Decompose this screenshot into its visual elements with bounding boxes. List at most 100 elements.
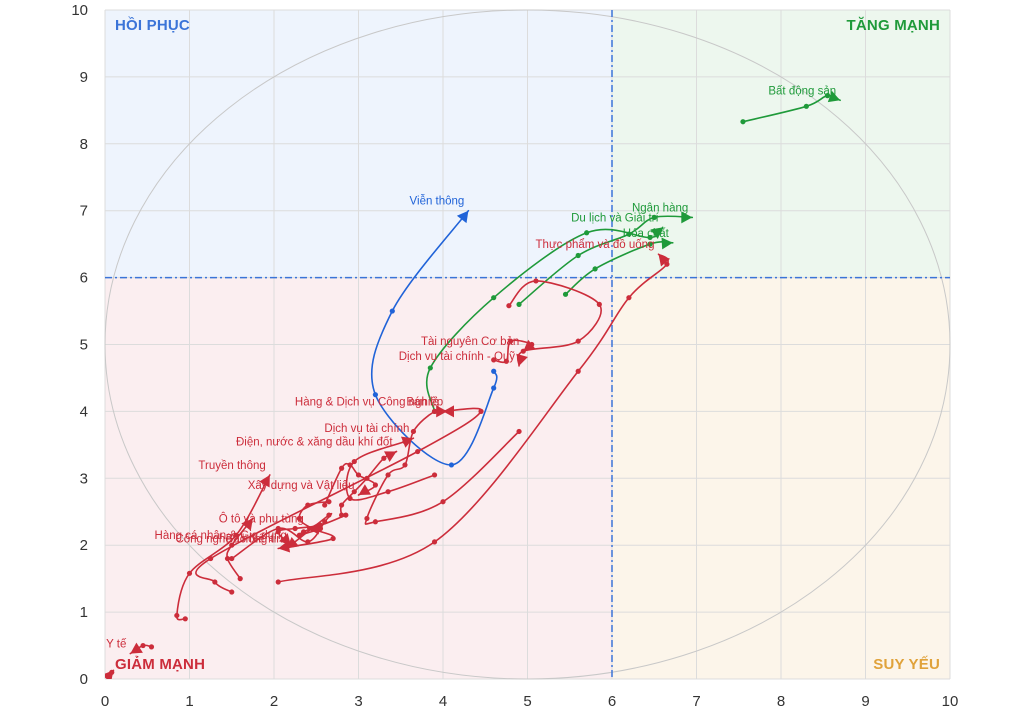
series-label: Bất động sản — [768, 85, 836, 97]
series-11[interactable] — [339, 450, 398, 518]
series-point — [292, 525, 298, 532]
divider-lines — [105, 10, 950, 679]
quadrant-label-top-left: HỒI PHỤC — [115, 16, 190, 34]
series-point — [347, 462, 353, 468]
series-point — [385, 489, 391, 495]
series-line — [226, 517, 254, 580]
series-point — [322, 502, 328, 508]
series-label: Bán lẻ — [406, 396, 439, 408]
series-arrowhead — [661, 237, 673, 250]
series-arrowhead — [259, 475, 270, 488]
series-6[interactable] — [491, 338, 536, 364]
x-tick-label: 5 — [523, 693, 531, 710]
series-point — [651, 214, 657, 220]
x-tick-label: 3 — [354, 693, 362, 710]
series-label: Dịch vụ tài chính - Quỹ — [399, 351, 516, 363]
series-arrowhead — [650, 227, 663, 239]
quadrant-label-top-right: TĂNG MẠNH — [847, 17, 940, 34]
series-point — [372, 519, 378, 525]
y-tick-label: 8 — [80, 136, 88, 153]
series-9[interactable] — [364, 405, 522, 525]
series-12[interactable] — [322, 462, 378, 508]
series-label: Công nghệ Thông tin — [175, 534, 282, 546]
series-point — [491, 295, 497, 301]
series-point — [575, 252, 581, 259]
series-point — [296, 532, 302, 538]
series-point — [186, 570, 193, 576]
series-20[interactable] — [224, 517, 254, 582]
series-point — [427, 365, 433, 371]
series-16[interactable] — [275, 512, 349, 546]
y-tick-label: 6 — [80, 270, 88, 287]
x-tick-label: 4 — [439, 693, 447, 710]
series-label: Hóa chất — [623, 228, 670, 240]
series-arrowhead — [286, 537, 299, 549]
series-arrowhead — [401, 436, 414, 448]
series-arrowhead — [443, 405, 454, 418]
series-point — [330, 535, 336, 542]
series-point — [326, 499, 332, 505]
series-10[interactable] — [345, 436, 438, 501]
series-point — [275, 579, 281, 585]
series-point — [491, 385, 497, 391]
series-18[interactable] — [129, 642, 155, 655]
series-point — [431, 472, 438, 478]
series-point — [305, 502, 311, 508]
quadrant-label-bottom-left: GIẢM MẠNH — [115, 656, 205, 673]
series-point — [300, 529, 307, 535]
series-point — [229, 589, 235, 595]
series-point — [824, 93, 831, 99]
series-17[interactable] — [174, 474, 271, 622]
x-tick-label: 8 — [777, 693, 785, 710]
series-label: Điện, nước & xăng dầu khí đốt — [236, 437, 393, 449]
series-3[interactable] — [562, 237, 674, 297]
series-point — [647, 234, 653, 241]
series-point — [351, 489, 357, 495]
series-point — [385, 472, 391, 478]
series-19[interactable] — [102, 669, 115, 683]
series-label: Tài nguyên Cơ bản — [421, 336, 519, 348]
series-arrowhead — [105, 670, 114, 679]
series-7[interactable] — [275, 253, 671, 585]
series-arrowhead — [523, 339, 536, 352]
series-point — [351, 458, 357, 465]
y-tick-label: 4 — [80, 403, 88, 420]
series-point — [339, 502, 345, 508]
series-arrowhead — [130, 642, 143, 654]
x-tick-label: 6 — [608, 693, 616, 710]
series-point — [372, 392, 378, 398]
series-4[interactable] — [370, 209, 498, 468]
series-point — [317, 522, 324, 528]
series-point — [506, 303, 512, 309]
series-point — [229, 542, 235, 548]
series-arrowhead — [358, 484, 371, 495]
series-point — [355, 472, 362, 478]
series-0[interactable] — [740, 90, 841, 125]
series-layer — [102, 90, 841, 683]
series-point — [478, 408, 484, 414]
series-label: Hàng & Dịch vụ Công nghiệp — [295, 396, 443, 408]
series-label: Du lịch và Giải trí — [571, 212, 659, 224]
y-tick-label: 10 — [71, 2, 88, 19]
series-point — [415, 448, 421, 455]
axis-tick-labels: 0 1 2 3 4 5 6 7 8 9 10 0 1 2 3 4 5 6 7 8 9 10 — [71, 2, 958, 710]
series-point — [503, 358, 509, 364]
series-point — [575, 368, 581, 374]
series-arrowhead — [384, 451, 397, 462]
series-point — [182, 616, 188, 622]
series-point — [740, 119, 746, 125]
x-tick-label: 7 — [692, 693, 700, 710]
series-point — [491, 357, 497, 363]
series-point — [596, 301, 602, 307]
series-label: Dịch vụ tài chính — [324, 423, 409, 435]
series-point — [326, 512, 332, 518]
series-point — [562, 291, 569, 297]
series-point — [343, 512, 349, 518]
series-arrowhead — [658, 254, 671, 267]
y-tick-label: 3 — [80, 470, 88, 487]
series-point — [174, 612, 180, 619]
series-1[interactable] — [516, 211, 694, 307]
series-label: Ô tô và phụ tùng — [219, 512, 304, 525]
series-point — [229, 555, 235, 562]
